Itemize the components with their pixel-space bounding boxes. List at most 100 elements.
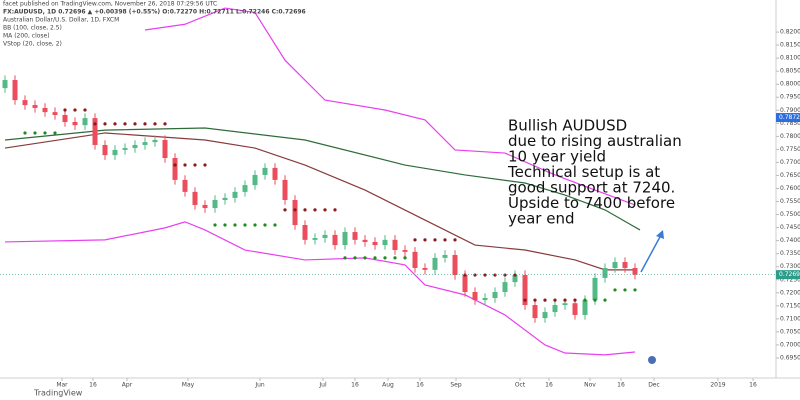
vstop-dot xyxy=(203,163,207,167)
legend-entry: VStop (20, close, 2) xyxy=(3,41,62,48)
legend-entry: Australian Dollar/U.S. Dollar, 1D, FXCM xyxy=(3,17,119,24)
x-tick-label: Nov xyxy=(584,382,596,389)
vstop-dot xyxy=(613,288,617,292)
candle-body xyxy=(172,157,178,180)
vstop-dot xyxy=(53,131,57,135)
x-tick-label: 16 xyxy=(617,382,625,389)
vstop-dot xyxy=(283,208,287,212)
candle-body xyxy=(42,107,48,113)
candle-body xyxy=(112,149,118,156)
candle-body xyxy=(32,105,38,108)
x-tick-label: Dec xyxy=(648,382,660,389)
annotation-line: Technical setup is at xyxy=(507,163,660,181)
indicator-line xyxy=(4,221,636,356)
vstop-dot xyxy=(143,122,147,126)
vstop-dot xyxy=(493,273,497,277)
candle-body xyxy=(362,239,368,242)
candle-body xyxy=(82,118,88,126)
vstop-dot xyxy=(243,223,247,227)
vstop-dot xyxy=(93,122,97,126)
vstop-dot xyxy=(543,298,547,302)
candle-body xyxy=(432,257,438,270)
vstop-dot xyxy=(43,131,47,135)
vstop-dot xyxy=(563,298,567,302)
vstop-dot xyxy=(193,163,197,167)
indicator-line xyxy=(4,127,641,231)
candle-body xyxy=(352,232,358,240)
candle-body xyxy=(292,199,298,226)
vstop-dot xyxy=(553,298,557,302)
annotation-line: year end xyxy=(508,210,575,228)
candle-body xyxy=(462,275,468,293)
vstop-dot xyxy=(23,131,27,135)
candle-body xyxy=(582,300,588,315)
x-tick-label: Jul xyxy=(318,382,327,389)
candle-body xyxy=(2,80,8,89)
vstop-dot xyxy=(263,223,267,227)
vstop-dot xyxy=(293,208,297,212)
candle-body xyxy=(592,277,598,301)
candle-body xyxy=(412,251,418,269)
vstop-dot xyxy=(103,122,107,126)
x-tick-label: Jun xyxy=(254,382,265,389)
vstop-dot xyxy=(123,122,127,126)
icon xyxy=(648,356,656,364)
candle-body xyxy=(332,234,338,246)
vstop-dot xyxy=(73,108,77,112)
y-tick-label: 0.82000 xyxy=(780,29,800,36)
candle-body xyxy=(202,204,208,209)
candle-body xyxy=(102,144,108,156)
candle-body xyxy=(52,112,58,115)
vstop-dot xyxy=(533,298,537,302)
x-tick-label: May xyxy=(182,382,195,389)
candle-body xyxy=(392,239,398,251)
x-tick-label: 16 xyxy=(545,382,553,389)
x-tick-label: 16 xyxy=(351,382,359,389)
candle-body xyxy=(552,305,558,313)
candle-body xyxy=(622,262,628,269)
vstop-dot xyxy=(83,108,87,112)
vstop-dot xyxy=(333,208,337,212)
vstop-dot xyxy=(323,208,327,212)
vstop-dot xyxy=(353,256,357,260)
vstop-dot xyxy=(633,288,637,292)
vstop-dot xyxy=(463,273,467,277)
indicator-line xyxy=(4,132,635,271)
candle-body xyxy=(422,268,428,270)
vstop-dot xyxy=(523,298,527,302)
candle-body xyxy=(532,305,538,319)
candle-body xyxy=(92,118,98,145)
price-label: 0.78722 xyxy=(779,114,800,121)
candle-body xyxy=(152,140,158,143)
candle-body xyxy=(62,114,68,123)
candle-body xyxy=(242,185,248,192)
candle-body xyxy=(452,254,458,276)
indicator-line xyxy=(144,7,636,206)
vstop-dot xyxy=(513,273,517,277)
candle-body xyxy=(302,225,308,240)
x-tick-label: Mar xyxy=(56,382,68,389)
candle-body xyxy=(322,234,328,239)
price-label: 0.72696 xyxy=(779,271,800,278)
vstop-dot xyxy=(483,273,487,277)
vstop-dot xyxy=(63,108,67,112)
candle-body xyxy=(142,142,148,145)
x-tick-label: Aug xyxy=(382,382,394,389)
vstop-dot xyxy=(433,238,437,242)
vstop-dot xyxy=(443,238,447,242)
vstop-dot xyxy=(593,298,597,302)
